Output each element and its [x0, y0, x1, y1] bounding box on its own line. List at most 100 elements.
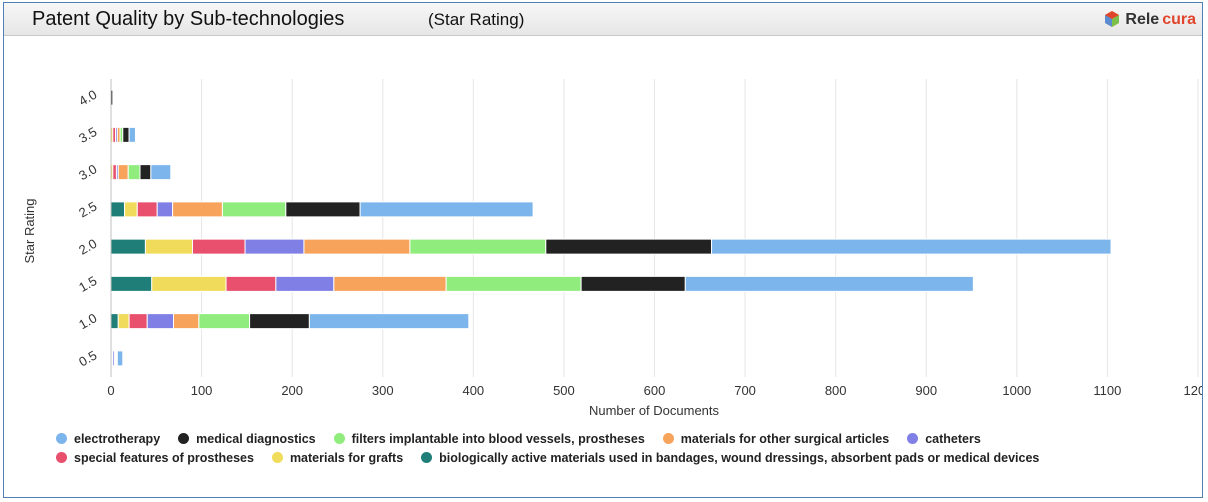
- legend-label: special features of prostheses: [74, 450, 254, 465]
- bar-segment[interactable]: [144, 238, 194, 255]
- bar-segment[interactable]: [124, 201, 138, 218]
- legend-item[interactable]: filters implantable into blood vessels, …: [333, 431, 645, 446]
- x-axis-title: Number of Documents: [589, 403, 720, 418]
- bar-segment[interactable]: [308, 313, 470, 330]
- bar-segment[interactable]: [128, 126, 136, 143]
- legend-row: special features of prostheses materials …: [56, 448, 1186, 467]
- x-tick-label: 900: [915, 383, 937, 398]
- legend-swatch: [421, 452, 433, 463]
- y-tick-label: 0.5: [76, 347, 99, 369]
- bar-segment[interactable]: [156, 201, 174, 218]
- y-tick-label: 3.5: [76, 124, 99, 146]
- legend-item[interactable]: special features of prostheses: [56, 451, 254, 465]
- bar-segment[interactable]: [275, 275, 335, 292]
- bar-segment[interactable]: [225, 275, 277, 292]
- bar-segment[interactable]: [151, 275, 227, 292]
- y-axis: 4.0 3.5 3.0 2.5 2.0 1.5 1.0 0.5: [76, 79, 112, 377]
- bar-segment[interactable]: [112, 164, 117, 181]
- x-tick-label: 0: [107, 383, 114, 398]
- bar-segment[interactable]: [136, 201, 158, 218]
- x-tick-label: 700: [734, 383, 756, 398]
- legend-swatch: [907, 433, 919, 444]
- x-axis: 0 100 200 300 400 500 600 700 800 900 1000 1100 1200: [107, 383, 1202, 398]
- bar-segment[interactable]: [409, 238, 547, 255]
- x-tick-label: 600: [644, 383, 666, 398]
- bar-segment[interactable]: [122, 126, 130, 143]
- legend-label: materials for grafts: [289, 450, 404, 465]
- bar-segment[interactable]: [545, 238, 713, 255]
- legend-swatch: [178, 433, 190, 444]
- y-tick-label: 2.0: [76, 236, 99, 258]
- bar-chart: 0 100 200 300 400 500 600 700 800 900 1000 1100 1200…: [22, 79, 1202, 418]
- bar-segment[interactable]: [110, 238, 146, 255]
- bar-segment[interactable]: [127, 164, 141, 181]
- bar-segment[interactable]: [333, 275, 447, 292]
- bar-segment[interactable]: [249, 313, 310, 330]
- legend-swatch: [271, 452, 283, 463]
- x-tick-label: 1100: [1093, 383, 1121, 398]
- bar-segment[interactable]: [173, 313, 200, 330]
- legend-item[interactable]: electrotherapy: [56, 432, 160, 446]
- chart-panel: Patent Quality by Sub-technologies (Star…: [3, 2, 1203, 498]
- legend-swatch: [56, 452, 67, 463]
- bar-segment[interactable]: [198, 313, 251, 330]
- legend-label: filters implantable into blood vessels, …: [351, 431, 645, 446]
- legend-swatch: [662, 433, 674, 444]
- bar-segment[interactable]: [139, 164, 152, 181]
- bar-segment[interactable]: [146, 313, 175, 330]
- bar-segment[interactable]: [117, 313, 130, 330]
- y-tick-label: 1.5: [76, 273, 99, 295]
- bar-segment[interactable]: [303, 238, 411, 255]
- y-tick-label: 2.5: [76, 198, 99, 220]
- bar-segment[interactable]: [445, 275, 582, 292]
- bar-series: [110, 89, 1112, 367]
- legend-label: materials for other surgical articles: [680, 431, 890, 446]
- bar-segment[interactable]: [172, 201, 223, 218]
- y-axis-title: Star Rating: [22, 198, 37, 263]
- relecura-logo-icon: [1105, 11, 1120, 27]
- bar-segment[interactable]: [221, 201, 287, 218]
- brand-name-left: Rele: [1125, 11, 1160, 28]
- brand-name-right: cura: [1162, 11, 1196, 28]
- bar-segment[interactable]: [110, 313, 119, 330]
- legend-swatch: [56, 433, 67, 444]
- bar-segment[interactable]: [117, 164, 129, 181]
- x-tick-label: 100: [191, 383, 213, 398]
- bar-segment[interactable]: [285, 201, 361, 218]
- legend-swatch: [333, 433, 345, 444]
- bar-segment[interactable]: [110, 275, 153, 292]
- grid-lines: [110, 79, 1199, 377]
- legend-label: electrotherapy: [74, 431, 161, 446]
- bar-segment[interactable]: [359, 201, 534, 218]
- bar-segment[interactable]: [150, 164, 172, 181]
- x-tick-label: 500: [553, 383, 575, 398]
- bar-segment[interactable]: [110, 201, 126, 218]
- y-tick-label: 4.0: [76, 87, 99, 109]
- bar-segment[interactable]: [244, 238, 305, 255]
- bar-segment[interactable]: [128, 313, 148, 330]
- x-tick-label: 1000: [1002, 383, 1031, 398]
- chart-subtitle: (Star Rating): [428, 10, 525, 29]
- legend-item[interactable]: catheters: [907, 432, 981, 446]
- legend-row: electrotherapy medical diagnostics filters…: [56, 429, 1186, 448]
- chart-legend: electrotherapy medical diagnostics filters…: [56, 429, 1186, 467]
- legend-item[interactable]: materials for other surgical articles: [662, 431, 890, 446]
- x-tick-label: 1200: [1184, 383, 1202, 398]
- x-tick-label: 400: [462, 383, 484, 398]
- bar-segment[interactable]: [711, 238, 1112, 255]
- legend-label: catheters: [925, 431, 981, 446]
- legend-item[interactable]: biologically active materials used in ba…: [421, 451, 1039, 465]
- legend-label: medical diagnostics: [196, 431, 316, 446]
- y-tick-label: 1.0: [76, 310, 99, 332]
- bar-segment[interactable]: [580, 275, 686, 292]
- legend-item[interactable]: medical diagnostics: [178, 431, 316, 446]
- y-tick-label: 3.0: [76, 161, 99, 183]
- legend-item[interactable]: materials for grafts: [271, 450, 404, 465]
- x-tick-label: 800: [825, 383, 847, 398]
- bar-segment[interactable]: [116, 350, 124, 367]
- chart-title: Patent Quality by Sub-technologies: [32, 8, 345, 30]
- bar-segment[interactable]: [684, 275, 974, 292]
- relecura-logo[interactable]: Rele cura: [1102, 9, 1196, 31]
- bar-segment[interactable]: [192, 238, 246, 255]
- x-tick-label: 300: [372, 383, 394, 398]
